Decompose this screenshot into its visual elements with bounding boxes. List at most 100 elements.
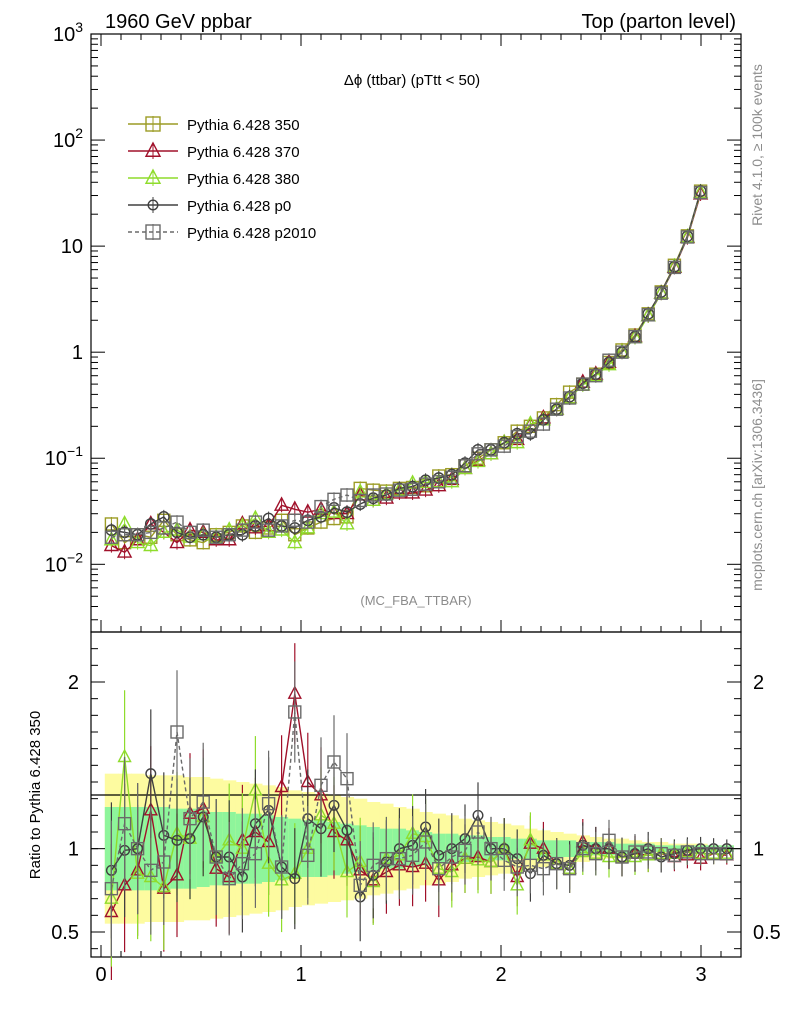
ratio-data-point [145,768,157,780]
data-point [288,513,302,527]
ratio-data-point [392,851,407,866]
data-point [366,488,380,502]
data-point [156,523,172,538]
y-tick-label: 103 [53,19,83,46]
data-point [260,523,277,538]
data-point [379,487,394,501]
data-point [523,424,538,438]
legend-marker [145,224,161,240]
ratio-data-point [196,795,210,809]
data-point [497,439,511,453]
data-point [130,528,145,542]
ratio-y-tick-label: 1 [68,839,79,861]
legend-marker [144,168,162,184]
ratio-data-point [117,816,132,831]
data-point [654,286,668,300]
data-point [274,519,289,533]
ratio-data-point [235,856,250,871]
ratio-data-point [170,725,184,739]
data-point [261,523,276,537]
y-tick-label: 10−1 [45,443,83,470]
data-point [471,447,485,461]
ratio-data-point [248,846,263,861]
ratio-data-point [157,855,171,869]
ratio-data-point [261,796,276,811]
ratio-data-point [432,861,446,876]
ratio-series-line [110,711,727,889]
x-tick-label: 3 [695,964,706,986]
ratio-data-point [641,845,655,859]
data-point [208,530,224,546]
ratio-y-tick-label-right: 1 [753,839,764,861]
rivet-label: Rivet 4.1.0, ≥ 100k events [749,64,765,226]
ratio-data-point [497,853,511,868]
ratio-y-axis: 0.5 0.5 1 1 2 2 [51,648,781,950]
ratio-data-point [222,871,236,886]
ratio-data-point [693,846,708,861]
data-point [340,488,354,502]
ratio-data-point [144,863,158,878]
data-point [273,521,290,536]
data-point [417,481,434,496]
ratio-data-point [314,778,328,793]
data-point [300,519,316,534]
ratio-data-point [353,878,367,893]
ratio-panel: 0.5 0.5 1 1 2 2 Ratio to Pythia 6.428 350 [27,631,781,980]
y-tick-label: 102 [53,125,83,152]
data-point [404,484,421,499]
ratio-data-point [706,846,721,861]
ratio-data-point [130,841,145,856]
data-point [273,496,290,511]
data-point [601,355,617,371]
data-point [314,499,328,514]
x-axis: 0 1 2 3 [95,34,722,986]
ratio-data-point [510,860,524,874]
y-tick-label: 10−2 [45,549,83,576]
ratio-data-point [589,846,603,861]
ratio-data-point [274,778,289,793]
data-point [143,536,159,552]
data-point [693,185,708,200]
ratio-data-point [654,846,668,861]
legend-label: Pythia 6.428 370 [187,144,300,161]
ratio-data-point [458,843,472,858]
ratio-data-point [667,848,682,863]
main-curves [103,183,709,560]
y-tick-label: 1 [72,342,83,364]
ratio-data-point [445,850,459,864]
main-y-axis: 10−2 10−1 1 10 102 103 [45,19,741,621]
ratio-data-point [549,856,564,871]
data-point [183,525,197,540]
legend-label: Pythia 6.428 350 [187,117,300,134]
data-point [378,489,395,504]
ratio-data-point [209,850,223,864]
data-point [431,476,447,492]
ratio-data-point [471,825,485,839]
data-point [327,492,341,507]
data-point [549,402,564,416]
legend-label: Pythia 6.428 p2010 [187,225,316,242]
ratio-y-tick-label-right: 0.5 [753,922,781,944]
ratio-y-tick-label-right: 2 [753,672,764,694]
ratio-data-point [289,873,301,885]
data-point [667,260,682,275]
mcplots-label: mcplots.cern.ch [arXiv:1306.3436] [749,379,765,591]
data-point [157,521,171,535]
data-point [418,477,433,491]
data-point [432,475,446,489]
x-tick-label: 2 [495,964,506,986]
ratio-curves [104,643,734,980]
main-panel: 10−2 10−1 1 10 102 103 Δϕ (ttbar) (pTtt < 50)… [45,19,742,633]
ratio-data-point [104,881,119,896]
data-point [339,515,355,530]
ratio-data-point [628,845,642,859]
data-point [341,506,353,519]
data-point [444,472,460,488]
ratio-data-point [379,851,394,866]
data-point [392,483,407,497]
data-point [248,515,263,529]
ratio-data-point [720,846,734,861]
data-point [287,533,303,549]
data-point [510,429,524,444]
data-point [458,459,472,473]
